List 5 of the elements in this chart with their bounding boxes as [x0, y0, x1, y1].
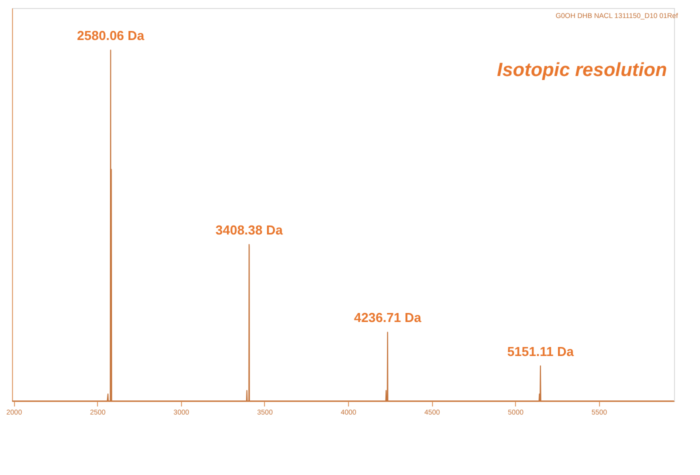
annotation: 4236.71 Da: [354, 310, 422, 326]
annotation: Isotopic resolution: [497, 60, 667, 81]
annotation: 3408.38 Da: [215, 222, 284, 238]
annotation: 2580.06 Da: [77, 28, 146, 44]
annotation: 5151.11 Da: [507, 344, 574, 359]
